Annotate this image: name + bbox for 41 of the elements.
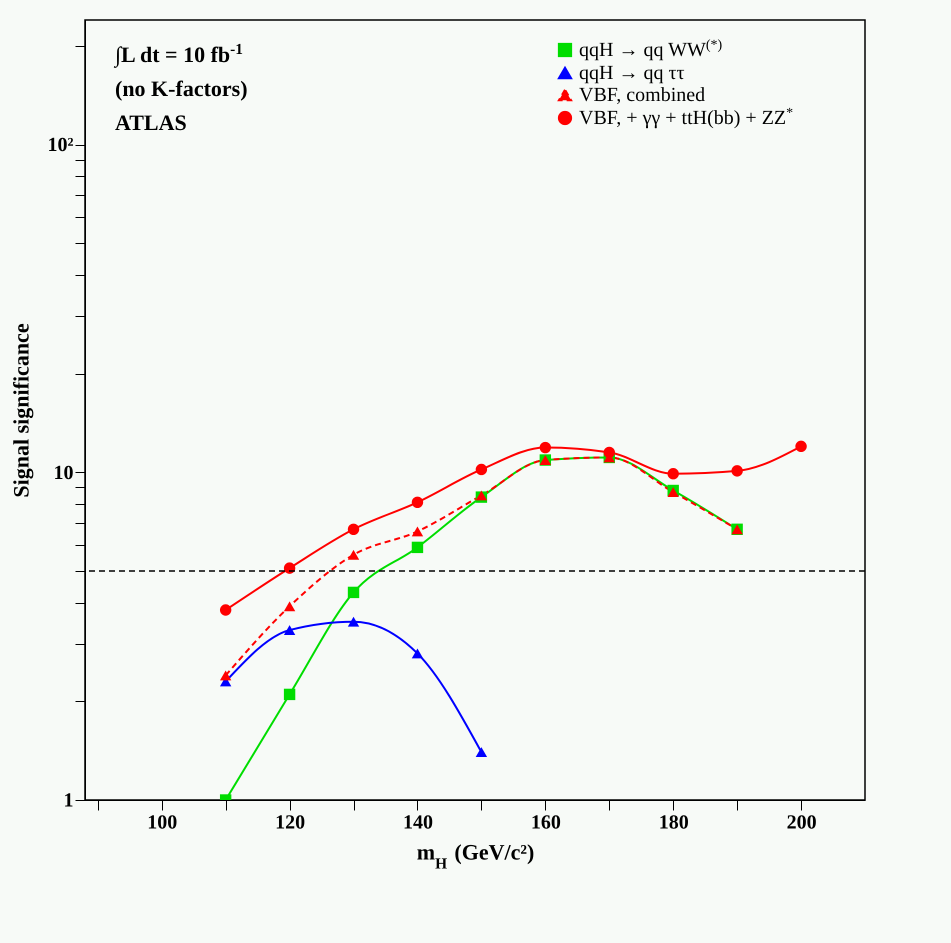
legend-label: qqH → qq WW$^{(*)}$ [579, 38, 723, 61]
point [284, 625, 296, 636]
point [667, 468, 679, 480]
annotation: ∫L dt = 10 fb$^{-1}$ [113, 40, 243, 68]
point [795, 440, 807, 452]
point [348, 524, 360, 535]
y-axis-title: Signal significance [8, 323, 34, 498]
legend-label: qqH → qq ττ [579, 62, 685, 84]
x-tick-label: 160 [530, 812, 561, 834]
x-tick-label: 140 [402, 812, 433, 834]
annotation: (no K-factors) [115, 76, 248, 101]
point [220, 670, 232, 680]
point [540, 442, 552, 454]
point [476, 464, 488, 476]
point [604, 446, 615, 458]
y-tick-label: 1 [64, 790, 74, 812]
point [348, 616, 360, 627]
x-tick-label: 120 [275, 812, 306, 834]
point [412, 526, 424, 536]
point [284, 601, 296, 612]
point [220, 604, 232, 616]
point [412, 542, 424, 554]
x-tick-label: 200 [786, 812, 817, 834]
point [284, 688, 296, 700]
y-tick-label: 10 [54, 462, 74, 484]
point [476, 747, 488, 758]
point [348, 586, 360, 598]
point [412, 648, 424, 658]
legend-label: VBF, + γγ + ttH(bb) + ZZ$^{*}$ [579, 106, 794, 129]
point [667, 487, 679, 498]
y-tick-label: 10² [48, 134, 74, 156]
point [731, 465, 743, 477]
point [476, 490, 488, 500]
x-axis-title: m$_{H}$ (GeV/c²) [416, 840, 534, 872]
legend-label: VBF, combined [579, 84, 706, 106]
point [348, 550, 360, 560]
x-tick-label: 100 [147, 812, 178, 834]
point [412, 496, 424, 508]
x-tick-label: 180 [658, 812, 689, 834]
annotation: ATLAS [115, 110, 187, 135]
point [284, 562, 296, 574]
